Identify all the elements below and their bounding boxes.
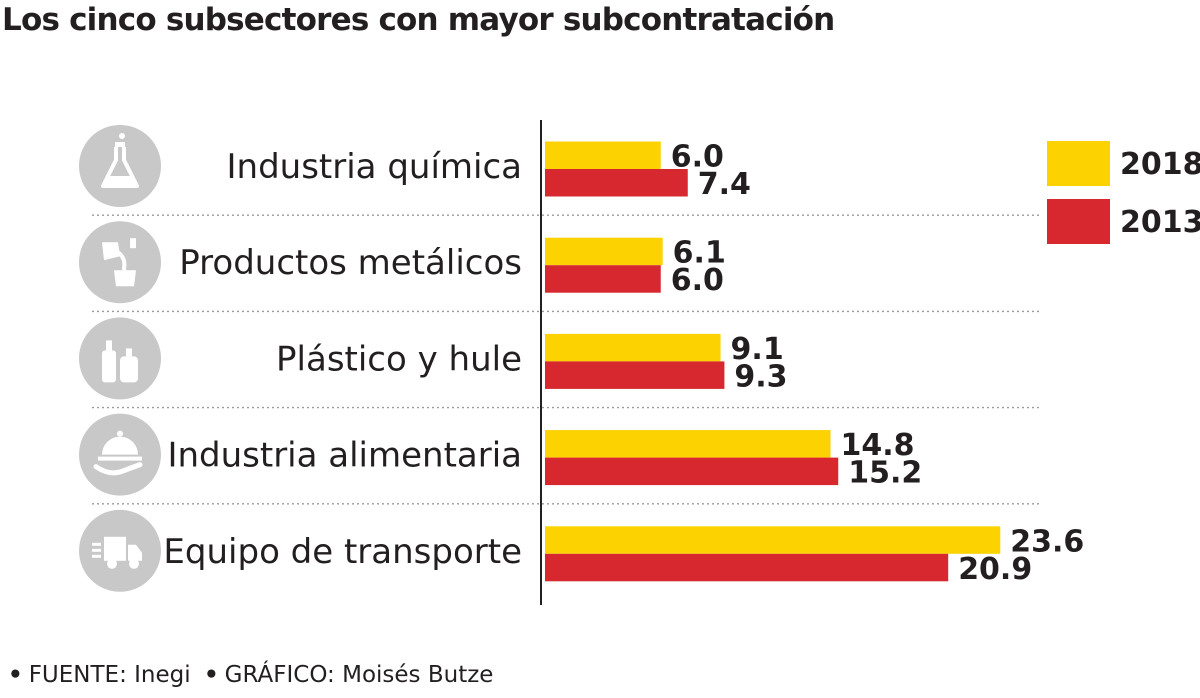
value-label: 23.6 [1010,524,1084,559]
footer-bullet: • [203,662,219,688]
value-label: 20.9 [958,552,1032,587]
category-icons [79,125,161,592]
row-separators [92,214,1042,505]
value-label: 15.2 [848,456,922,491]
bar-2018 [545,141,661,169]
bar-2018 [545,237,663,266]
source-footer: • FUENTE: Inegi • GRÁFICO: Moisés Butze [2,662,493,688]
footer-bullet: • [8,662,23,688]
legend-swatch-2013 [1047,199,1110,244]
category-label: Industria alimentaria [167,436,522,476]
bar-2018 [545,526,1001,554]
legend-swatch-2018 [1047,141,1110,186]
value-label: 7.4 [698,167,751,202]
value-label: 6.0 [671,263,724,298]
legend: 2018 2013 [1047,141,1200,244]
category-label: Productos metálicos [179,243,522,283]
category-label: Equipo de transporte [163,532,522,572]
bar-chart: Industria química Productos metálicos Plás… [79,120,1200,605]
source-text: FUENTE: Inegi [28,662,191,688]
bar-2013 [545,169,688,197]
category-label: Plástico y hule [276,339,522,379]
chart-title: Los cinco subsectores con mayor subcontr… [2,2,835,38]
value-label: 9.1 [731,332,784,367]
food-tray-icon [79,413,161,496]
credit-text: GRÁFICO: Moisés Butze [224,662,494,688]
category-labels: Industria química Productos metálicos Plás… [163,147,522,572]
metal-pour-icon [79,221,161,304]
bottles-icon [79,317,161,400]
value-labels: 6.07.46.16.09.19.314.815.223.620.9 [671,140,1085,587]
legend-label: 2018 [1120,147,1200,182]
bar-2013 [545,361,725,389]
bar-2018 [545,333,721,362]
value-label: 6.0 [671,140,724,175]
bar-2018 [545,430,831,458]
value-label: 9.3 [734,359,787,394]
bar-2013 [545,457,839,486]
truck-icon [79,509,161,592]
bar-2013 [545,553,949,582]
value-label: 14.8 [841,428,915,463]
bars [545,141,1001,582]
flask-icon [79,125,161,207]
value-label: 6.1 [673,236,726,271]
legend-label: 2013 [1120,205,1200,240]
category-label: Industria química [227,147,523,187]
bar-2013 [545,265,661,293]
